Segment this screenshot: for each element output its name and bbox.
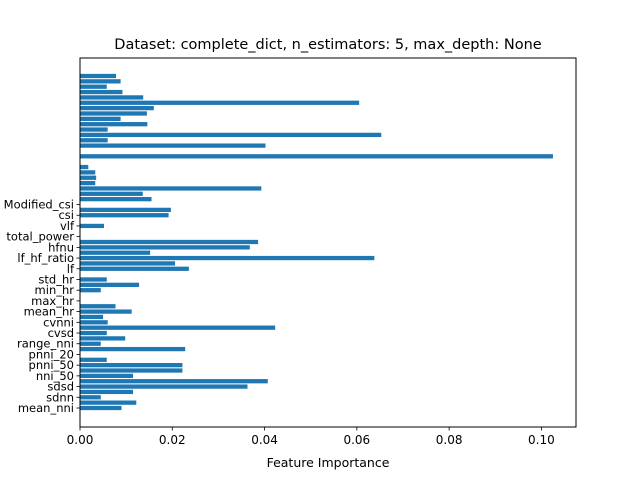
bar — [80, 223, 104, 229]
bar — [80, 175, 97, 180]
bar — [80, 95, 144, 100]
bar — [80, 84, 107, 89]
x-tick-label: 0.00 — [67, 433, 94, 447]
bar — [80, 250, 151, 255]
bars-group — [80, 73, 553, 411]
bar — [80, 395, 101, 400]
bar — [80, 138, 108, 143]
bar — [80, 373, 134, 379]
bar — [80, 261, 176, 266]
bar — [80, 325, 276, 330]
bar — [80, 346, 186, 352]
bar — [80, 400, 137, 405]
bar — [80, 341, 101, 346]
bar — [80, 207, 171, 213]
bar — [80, 73, 116, 79]
y-tick-label: pnni_20 — [29, 347, 74, 361]
bar — [80, 314, 104, 320]
y-tick-label: std_hr — [38, 272, 74, 286]
bar — [80, 180, 96, 186]
bar — [80, 116, 121, 121]
bar — [80, 143, 266, 148]
x-tick-label: 0.04 — [251, 433, 278, 447]
y-tick-label: lf_hf_ratio — [17, 251, 74, 265]
bar — [80, 100, 360, 105]
bar — [80, 384, 248, 389]
bar — [80, 282, 140, 287]
plot-frame — [79, 57, 577, 428]
bar — [80, 89, 123, 95]
bar — [80, 239, 259, 245]
x-axis-ticks: 0.00 0.02 0.04 0.06 0.08 0.10 — [67, 427, 555, 447]
y-tick-labels: mean_nnisdnnsdsdnni_50pnni_50pnni_20rang… — [4, 198, 80, 415]
y-tick-label: range_nni — [17, 337, 74, 351]
y-tick-label: pnni_50 — [29, 358, 74, 372]
x-tick-label: 0.02 — [159, 433, 186, 447]
bar — [80, 79, 121, 84]
bar — [80, 105, 154, 111]
bar — [80, 213, 169, 218]
bar — [80, 154, 553, 159]
y-tick-label: mean_nni — [18, 401, 74, 415]
bar — [80, 127, 108, 132]
bar — [80, 379, 268, 384]
y-tick-label: max_hr — [31, 294, 74, 308]
y-tick-label: sdnn — [46, 390, 74, 404]
bar — [80, 164, 89, 170]
x-tick-label: 0.06 — [343, 433, 370, 447]
bar — [80, 330, 107, 336]
bar — [80, 363, 183, 368]
bar — [80, 111, 147, 116]
bar — [80, 309, 132, 314]
bar — [80, 357, 107, 362]
bar — [80, 389, 134, 395]
y-tick-label: cvnni — [43, 315, 74, 329]
y-tick-label: sdsd — [47, 380, 74, 394]
x-axis-label: Feature Importance — [267, 455, 390, 470]
y-tick-label: lf — [67, 262, 75, 276]
y-tick-label: Modified_csi — [4, 198, 74, 212]
bar — [80, 245, 250, 250]
y-tick-label: csi — [58, 208, 74, 222]
bar — [80, 320, 108, 325]
bar — [80, 304, 116, 309]
bar — [80, 255, 375, 261]
y-tick-label: min_hr — [35, 283, 75, 297]
x-tick-label: 0.08 — [436, 433, 463, 447]
bar — [80, 368, 183, 373]
chart-title: Dataset: complete_dict, n_estimators: 5,… — [114, 37, 541, 53]
bar — [80, 336, 126, 341]
bar — [80, 277, 107, 282]
y-tick-label: nni_50 — [36, 369, 74, 383]
bar — [80, 288, 101, 293]
bar — [80, 266, 189, 271]
y-tick-label: cvsd — [48, 326, 74, 340]
y-tick-label: vlf — [60, 219, 75, 233]
y-tick-label: mean_hr — [24, 305, 75, 319]
bar — [80, 186, 262, 191]
bar — [80, 170, 96, 175]
bar — [80, 197, 152, 202]
bar — [80, 191, 143, 196]
y-tick-label: total_power — [6, 230, 74, 244]
x-tick-label: 0.10 — [528, 433, 555, 447]
bar — [80, 132, 382, 138]
y-tick-label: hfnu — [48, 240, 74, 254]
bar — [80, 122, 148, 127]
bar — [80, 405, 122, 411]
